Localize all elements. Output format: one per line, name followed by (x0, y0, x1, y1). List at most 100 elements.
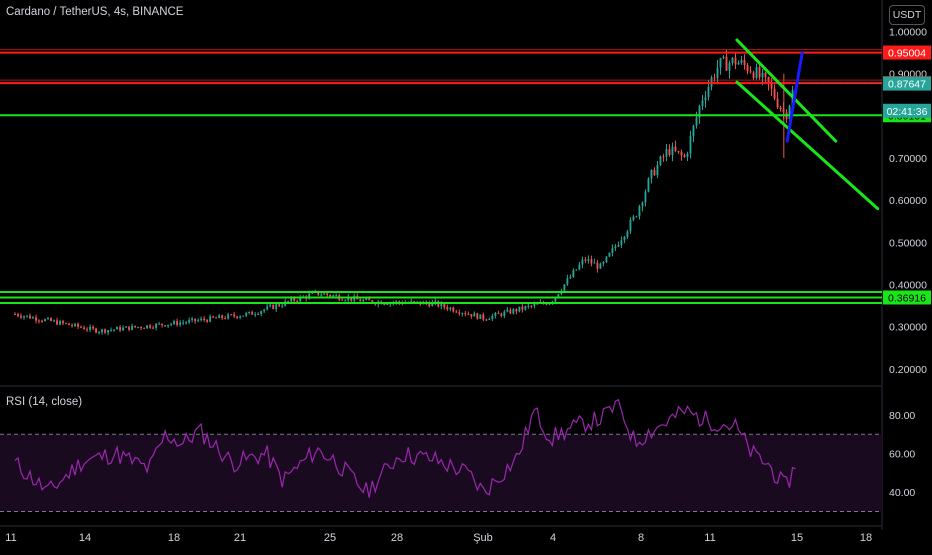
candle-body (164, 325, 167, 327)
candle-body (188, 320, 191, 323)
candle-body (707, 86, 710, 98)
candle-body (512, 309, 515, 314)
candle-body (743, 60, 746, 66)
candle-body (458, 312, 461, 314)
candle-body (326, 293, 329, 295)
candle-body (770, 83, 773, 89)
chart-title: Cardano / TetherUS, 4s, BINANCE (6, 6, 184, 18)
candle-body (653, 169, 656, 176)
candle-body (617, 245, 620, 247)
candle-body (584, 259, 587, 261)
candle-body (386, 304, 389, 306)
candle-body (521, 306, 524, 310)
candle-body (413, 301, 416, 303)
candle-body (761, 72, 764, 78)
candle-body (572, 270, 575, 277)
candle-body (230, 314, 233, 316)
candle-body (80, 326, 82, 328)
x-tick-label: 21 (234, 532, 246, 544)
candle-body (659, 156, 662, 165)
candle-body (452, 307, 455, 312)
y-tick-label: 0.30000 (889, 322, 927, 334)
candle-body (206, 319, 209, 322)
candle-body (596, 262, 599, 269)
candle-body (365, 298, 368, 300)
candle-body (725, 56, 728, 71)
candle-body (20, 315, 22, 318)
candle-body (137, 326, 140, 328)
candle-body (14, 313, 16, 315)
rsi-tick-label: 80.00 (889, 410, 915, 422)
candle-body (740, 60, 743, 63)
candle-body (128, 326, 131, 330)
candle-body (227, 314, 230, 319)
candle-body (695, 117, 698, 126)
candle-body (152, 327, 155, 329)
candle-body (47, 318, 49, 320)
candle-body (449, 307, 452, 310)
candle-body (245, 313, 248, 316)
candle-body (635, 216, 638, 218)
candle-body (647, 178, 650, 192)
candle-body (626, 231, 629, 237)
candle-body (41, 320, 43, 322)
candle-body (779, 107, 782, 110)
candle-body (764, 72, 767, 77)
candle-body (185, 322, 188, 324)
candle-body (578, 264, 581, 270)
candle-body (53, 320, 55, 322)
candle-body (608, 252, 611, 257)
blue-trend-line (785, 51, 804, 143)
candle-body (644, 191, 647, 203)
green-channel-line (735, 80, 880, 211)
candle-body (140, 326, 143, 328)
candle-body (263, 309, 266, 312)
candle-body (473, 313, 476, 317)
candle-body (347, 297, 350, 301)
x-tick-label: Şub (473, 532, 493, 544)
candle-body (686, 153, 689, 157)
candle-body (332, 295, 335, 297)
candle-body (92, 326, 94, 329)
candle-body (719, 58, 722, 68)
candle-body (287, 301, 290, 303)
candle-body (599, 263, 602, 269)
currency-button[interactable]: USDT (889, 5, 925, 25)
candle-body (35, 317, 37, 321)
candle-body (68, 323, 70, 326)
candle-body (251, 311, 254, 315)
candle-body (614, 246, 617, 248)
candle-body (218, 315, 221, 319)
candle-body (602, 262, 605, 264)
candle-body (752, 72, 755, 79)
candle-body (668, 149, 671, 155)
candle-body (455, 311, 458, 313)
candle-body (527, 305, 530, 307)
candle-body (530, 305, 533, 307)
candle-body (485, 319, 488, 321)
candle-body (446, 307, 449, 310)
candle-body (674, 146, 677, 152)
x-tick-label: 25 (324, 532, 336, 544)
candle-body (593, 262, 596, 264)
x-tick-label: 8 (638, 532, 644, 544)
candle-body (95, 328, 97, 333)
current-price-label: 02:41:36 (887, 106, 928, 118)
candle-body (611, 247, 614, 253)
candle-body (272, 304, 275, 309)
candle-body (44, 319, 46, 322)
candle-body (746, 65, 749, 72)
candle-body (170, 323, 173, 325)
candle-body (776, 98, 779, 108)
price-tag-label: 0.95004 (888, 48, 926, 60)
x-tick-label: 4 (550, 532, 556, 544)
candle-body (77, 323, 79, 327)
candle-body (479, 314, 482, 319)
candle-body (212, 316, 215, 318)
candle-body (665, 149, 668, 157)
candle-body (209, 316, 212, 322)
candle-body (62, 321, 64, 324)
candle-body (773, 88, 776, 99)
